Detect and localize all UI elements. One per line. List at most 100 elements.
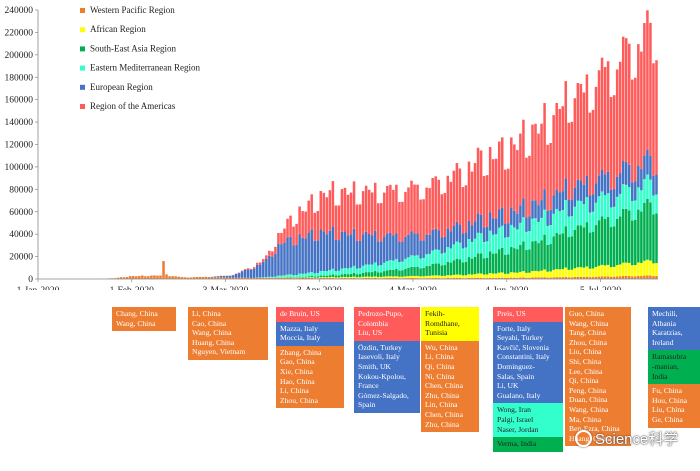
bar-segment [479,253,483,274]
x-tick-label: 5-Jul-2020 [580,286,621,290]
bar-segment [534,270,537,278]
bar-segment [461,233,465,249]
bar-segment [331,226,335,269]
bar-segment [600,191,604,217]
bar-segment [446,261,450,276]
bar-segment [277,232,280,244]
bar-segment [340,268,344,275]
bar-segment [358,273,362,278]
bar-segment [473,221,477,239]
bar-segment [274,253,277,277]
bar-segment [588,277,592,279]
bar-segment [546,210,549,226]
bar-segment [419,199,422,241]
bar-segment [643,23,646,156]
bar-segment [510,224,513,247]
study-citation: Zhang, China [280,347,322,357]
bar-segment [618,216,622,265]
bar-segment [122,277,126,279]
bar-segment [419,240,422,259]
bar-segment [268,255,271,277]
bar-segment [500,247,504,273]
bar-segment [618,173,622,194]
bar-segment [292,226,295,246]
study-citation: Duan, China [569,395,608,405]
bar-segment [500,225,504,248]
bar-segment [407,276,410,279]
legend-swatch [80,104,85,109]
bar-segment [395,276,398,279]
bar-segment [615,176,619,197]
bar-segment [249,268,253,270]
bar-segment [655,263,658,277]
bar-segment [162,261,165,279]
bar-segment [455,163,459,222]
bar-segment [573,98,577,188]
bar-segment [286,277,289,279]
study-citation: Li, China [280,386,309,396]
bar-segment [380,278,383,279]
bar-segment [609,276,613,279]
bar-series [101,10,658,279]
bar-segment [652,276,655,279]
bar-segment [383,276,386,279]
bar-segment [479,273,483,278]
bar-segment [476,213,480,233]
bar-segment [540,200,543,218]
bar-segment [564,226,568,268]
bar-segment [525,217,528,232]
study-citation: Lin, China [425,400,458,410]
bar-segment [649,202,652,261]
bar-segment [431,229,434,251]
legend-entry: European Region [90,82,153,92]
study-citation: Wang, China [569,318,609,328]
bar-segment [340,231,344,269]
bar-segment [334,277,338,279]
bar-segment [591,194,595,212]
bar-segment [615,218,619,266]
y-tick-label: 60000 [9,208,33,218]
bar-segment [301,237,304,274]
bar-segment [437,278,440,279]
bar-segment [135,276,138,279]
bar-segment [461,187,465,234]
bar-segment [413,278,416,279]
bar-segment [425,278,428,279]
bar-segment [398,262,401,271]
bar-segment [410,231,413,256]
legend: Western Pacific Region African Region Sout… [80,5,200,111]
bar-segment [473,277,477,279]
bar-segment [482,274,486,279]
bar-segment [431,177,434,230]
bar-segment [334,275,338,278]
bar-segment [606,193,610,218]
bar-segment [274,276,277,278]
bar-segment [213,277,217,279]
bar-segment [256,277,259,279]
bar-segment [594,276,598,279]
bar-segment [618,264,622,277]
bar-segment [485,257,489,275]
bar-segment [513,210,516,228]
bar-segment [582,267,586,277]
bar-segment [522,217,525,242]
bar-segment [609,227,613,268]
study-citation: Liu, US [358,328,383,338]
bar-segment [603,276,607,279]
bar-segment [367,276,371,279]
bar-segment [425,275,428,279]
bar-segment [304,211,307,239]
bar-segment [612,266,616,277]
bar-segment [274,278,277,279]
bar-segment [234,273,238,278]
bar-segment [582,92,586,185]
bar-segment [389,278,392,279]
bar-segment [497,227,501,250]
bar-segment [473,238,477,257]
bar-segment [476,147,480,214]
bar-segment [156,275,159,279]
bar-segment [467,161,471,221]
bar-segment [280,232,283,245]
bar-segment [325,271,329,276]
bar-segment [225,277,229,279]
